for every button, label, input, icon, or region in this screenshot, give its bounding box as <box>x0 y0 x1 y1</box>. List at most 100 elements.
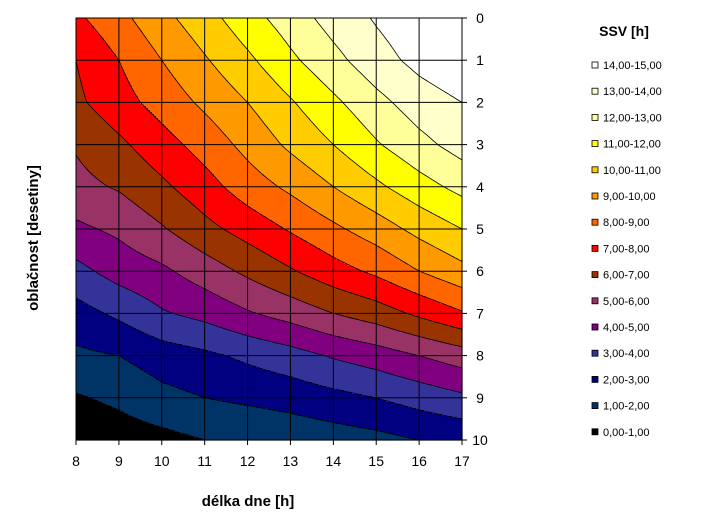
contour-band-cell <box>302 300 377 303</box>
contour-band-cell <box>198 208 253 211</box>
contour-band-cell <box>318 22 375 25</box>
contour-band-cell <box>312 72 361 75</box>
contour-band-cell <box>76 60 121 63</box>
contour-band-cell <box>378 276 435 279</box>
contour-band-cell <box>130 84 181 87</box>
contour-band-cell <box>256 366 367 369</box>
contour-band-cell <box>76 388 181 391</box>
contour-band-cell <box>76 284 119 287</box>
contour-band-cell <box>278 32 327 35</box>
contour-band-cell <box>198 106 253 109</box>
contour-band-cell <box>414 334 463 337</box>
contour-band-cell <box>76 276 105 279</box>
contour-band-cell <box>288 150 341 153</box>
contour-band-cell <box>76 306 93 309</box>
contour-band-cell <box>236 90 285 93</box>
contour-band-cell <box>452 306 463 309</box>
contour-band-cell <box>190 346 295 349</box>
contour-band-cell <box>232 302 307 305</box>
contour-band-cell <box>242 42 287 45</box>
contour-band-cell <box>76 298 79 301</box>
contour-band-cell <box>76 180 101 183</box>
contour-band-cell <box>76 136 123 139</box>
contour-band-cell <box>160 58 209 61</box>
contour-band-cell <box>368 428 463 431</box>
contour-band-cell <box>306 164 359 167</box>
contour-band-cell <box>308 242 373 245</box>
contour-band-cell <box>190 244 251 247</box>
contour-band-cell <box>296 102 345 105</box>
contour-band-cell <box>226 328 311 331</box>
contour-band-cell <box>76 260 79 263</box>
x-tick-label: 10 <box>154 453 170 469</box>
contour-band-cell <box>348 264 409 267</box>
contour-band-cell <box>372 322 439 325</box>
contour-band-cell <box>360 202 415 205</box>
contour-band-cell <box>250 206 311 209</box>
contour-band-cell <box>440 88 463 91</box>
contour-band-cell <box>192 98 245 101</box>
contour-band-cell <box>248 160 301 163</box>
contour-band-cell <box>324 282 393 285</box>
contour-band-cell <box>300 348 393 351</box>
contour-band-cell <box>76 338 159 341</box>
contour-band-cell <box>142 156 197 159</box>
contour-band-cell <box>148 256 211 259</box>
contour-band-cell <box>192 100 247 103</box>
x-axis-ticks: 8 9 10 11 12 13 14 15 16 17 <box>72 440 470 469</box>
contour-band-cell <box>380 142 437 145</box>
contour-band-cell <box>348 316 419 319</box>
contour-band-cell <box>76 230 103 233</box>
contour-line-11 <box>221 17 463 230</box>
contour-band-cell <box>178 82 229 85</box>
contour-band-cell <box>134 90 185 93</box>
contour-band-cell <box>124 322 209 325</box>
contour-band-cell <box>434 246 463 249</box>
y-tick-label: 0 <box>476 10 484 26</box>
contour-band-cell <box>256 168 311 171</box>
contour-band-cell <box>292 98 341 101</box>
contour-band-cell <box>410 232 463 235</box>
contour-band-cell <box>106 122 163 125</box>
contour-band-cell <box>76 220 81 223</box>
contour-band-cell <box>400 58 463 61</box>
contour-band-cell <box>186 30 233 33</box>
contour-band-cell <box>416 380 463 383</box>
legend-entry-label: 14,00-15,00 <box>603 60 662 72</box>
contour-band-cell <box>88 224 163 227</box>
contour-band-cell <box>76 316 113 319</box>
contour-band-cell <box>132 146 187 149</box>
contour-band-cell <box>440 278 463 281</box>
contour-band-cell <box>404 160 463 163</box>
contour-band-cell <box>298 324 381 327</box>
contour-band-cell <box>354 66 409 69</box>
contour-band-cell <box>98 400 223 403</box>
contour-band-cell <box>130 246 195 249</box>
contour-band-cell <box>274 182 329 185</box>
contour-band-cell <box>148 162 203 165</box>
contour-band-cell <box>166 64 215 67</box>
contour-band-cell <box>202 320 285 323</box>
contour-band-cell <box>256 58 301 61</box>
contour-band-cell <box>150 44 199 47</box>
contour-band-cell <box>424 272 463 275</box>
contour-band-cell <box>76 110 95 113</box>
contour-band-cell <box>188 200 241 203</box>
contour-band-cell <box>186 278 251 281</box>
contour-band-cell <box>316 246 381 249</box>
contour-band-cell <box>238 198 299 201</box>
contour-band-cell <box>100 116 157 119</box>
contour-band-cell <box>132 290 209 293</box>
contour-band-cell <box>324 134 373 137</box>
contour-band-cell <box>236 304 313 307</box>
contour-band-cell <box>210 118 261 121</box>
contour-band-cell <box>340 260 403 263</box>
contour-band-cell <box>136 328 227 331</box>
contour-band-cell <box>282 36 331 39</box>
contour-band-cell <box>76 412 125 415</box>
contour-band-cell <box>398 258 459 261</box>
contour-band-cell <box>90 172 159 175</box>
contour-band-cell <box>206 288 273 291</box>
contour-band-cell <box>246 48 293 51</box>
